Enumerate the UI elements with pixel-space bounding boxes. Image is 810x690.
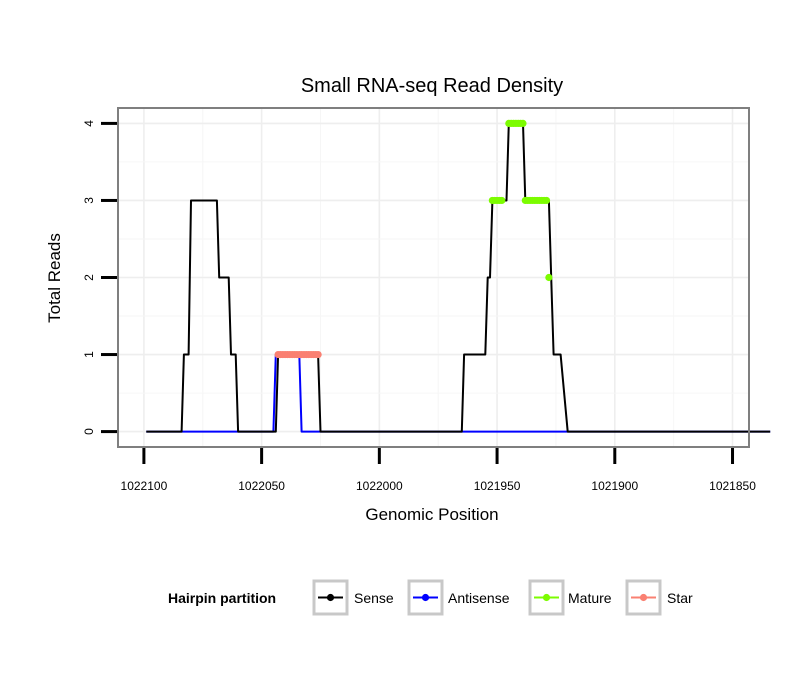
- y-tick-label: 4: [82, 120, 96, 127]
- axes: 1022100 1022050 1022000 1021950 1021900 10218…: [82, 107, 756, 493]
- legend-title: Hairpin partition: [168, 590, 276, 606]
- legend-item-mature: Mature: [528, 579, 612, 616]
- series-mature: [488, 119, 553, 282]
- y-tick-label: 0: [82, 428, 96, 435]
- data-point-mature: [545, 273, 553, 282]
- series-star: [274, 350, 322, 359]
- legend-key-point: [326, 593, 335, 602]
- x-tick-label: 1021900: [591, 479, 638, 493]
- data-point-star: [314, 350, 322, 359]
- series-layer: [146, 119, 771, 433]
- legend-item-sense: Sense: [312, 579, 394, 616]
- legend-item-star: Star: [625, 579, 693, 616]
- x-tick-label: 1022000: [356, 479, 403, 493]
- y-tick-label: 2: [82, 274, 96, 281]
- data-point-mature: [519, 119, 527, 128]
- y-tick-label: 3: [82, 197, 96, 204]
- legend-key-point: [639, 593, 648, 602]
- legend: Hairpin partition Sense Antisense Mature St…: [168, 579, 693, 616]
- y-tick-label: 1: [82, 351, 96, 358]
- legend-label: Sense: [354, 590, 394, 606]
- grid-lines: [118, 108, 749, 447]
- data-point-mature: [542, 196, 551, 205]
- y-axis-title: Total Reads: [45, 233, 64, 323]
- x-tick-label: 1021950: [474, 479, 521, 493]
- x-tick-label: 1022100: [121, 479, 168, 493]
- legend-label: Antisense: [448, 590, 510, 606]
- legend-item-antisense: Antisense: [407, 579, 510, 616]
- legend-key-point: [542, 593, 551, 602]
- chart-title: Small RNA-seq Read Density: [301, 75, 563, 97]
- legend-label: Star: [667, 590, 693, 606]
- legend-key-point: [421, 593, 430, 602]
- legend-label: Mature: [568, 590, 612, 606]
- data-point-mature: [498, 196, 506, 205]
- x-tick-label: 1022050: [238, 479, 285, 493]
- plot-border: [117, 107, 750, 448]
- x-tick-label: 1021850: [709, 479, 756, 493]
- x-axis-title: Genomic Position: [365, 505, 498, 524]
